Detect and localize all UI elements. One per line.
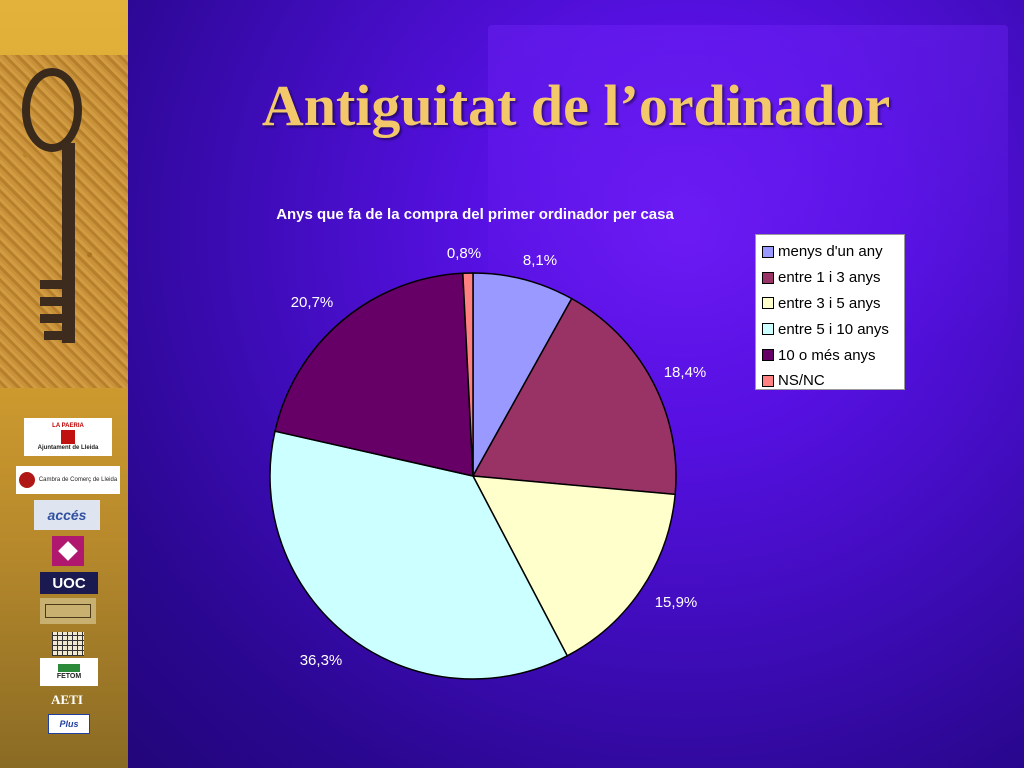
legend-swatch-2 <box>762 271 774 284</box>
cambra-comerc-logo: Cambra de Comerç de Lleida <box>16 466 120 494</box>
legend-item-6: NS/NC <box>762 368 904 394</box>
la-paeria-logo: LA PAERIA Ajuntament de Lleida <box>24 418 112 456</box>
chart-legend: menys d'un any entre 1 i 3 anys entre 3 i … <box>755 234 905 390</box>
legend-label-1: menys d'un any <box>778 243 883 261</box>
data-label-4: 36,3% <box>300 652 343 669</box>
slide-title: Antiguitat de l’ordinador <box>261 73 891 138</box>
legend-swatch-4 <box>762 323 774 336</box>
fetom-logo: FETOM <box>40 658 98 686</box>
legend-swatch-1 <box>762 245 774 258</box>
emblem-logo <box>52 536 84 566</box>
legend-label-2: entre 1 i 3 anys <box>778 269 881 287</box>
key-image <box>0 55 128 388</box>
legend-item-2: entre 1 i 3 anys <box>762 265 904 291</box>
chart-title: Anys que fa de la compra del primer ordi… <box>276 206 674 223</box>
pie-slice-5 <box>274 272 474 477</box>
pie-slice-4 <box>269 430 569 680</box>
pie-slice-2 <box>471 297 677 496</box>
legend-swatch-5 <box>762 349 774 362</box>
legend-label-6: NS/NC <box>778 372 825 390</box>
data-label-5: 20,7% <box>291 294 334 311</box>
legend-item-1: menys d'un any <box>762 239 904 265</box>
data-label-6: 0,8% <box>447 245 481 262</box>
pie-slice-1 <box>472 272 573 479</box>
data-label-3: 15,9% <box>655 594 698 611</box>
legend-label-5: 10 o més anys <box>778 346 876 364</box>
pie-slice-3 <box>471 475 676 657</box>
legend-swatch-3 <box>762 297 774 310</box>
acces-logo: accés <box>34 500 100 530</box>
pie-slice-6 <box>462 272 474 477</box>
legend-label-3: entre 3 i 5 anys <box>778 294 881 312</box>
grid-logo <box>52 632 84 656</box>
aeti-logo: AETI <box>51 692 83 707</box>
plus-logo: Plus <box>48 714 90 734</box>
data-label-1: 8,1% <box>523 252 557 269</box>
legend-label-4: entre 5 i 10 anys <box>778 320 889 338</box>
legend-item-3: entre 3 i 5 anys <box>762 291 904 317</box>
data-label-2: 18,4% <box>664 364 707 381</box>
uoc-logo: UOC <box>40 572 98 594</box>
legend-item-5: 10 o més anys <box>762 342 904 368</box>
building-logo <box>40 598 96 624</box>
legend-item-4: entre 5 i 10 anys <box>762 316 904 342</box>
legend-swatch-6 <box>762 374 774 387</box>
